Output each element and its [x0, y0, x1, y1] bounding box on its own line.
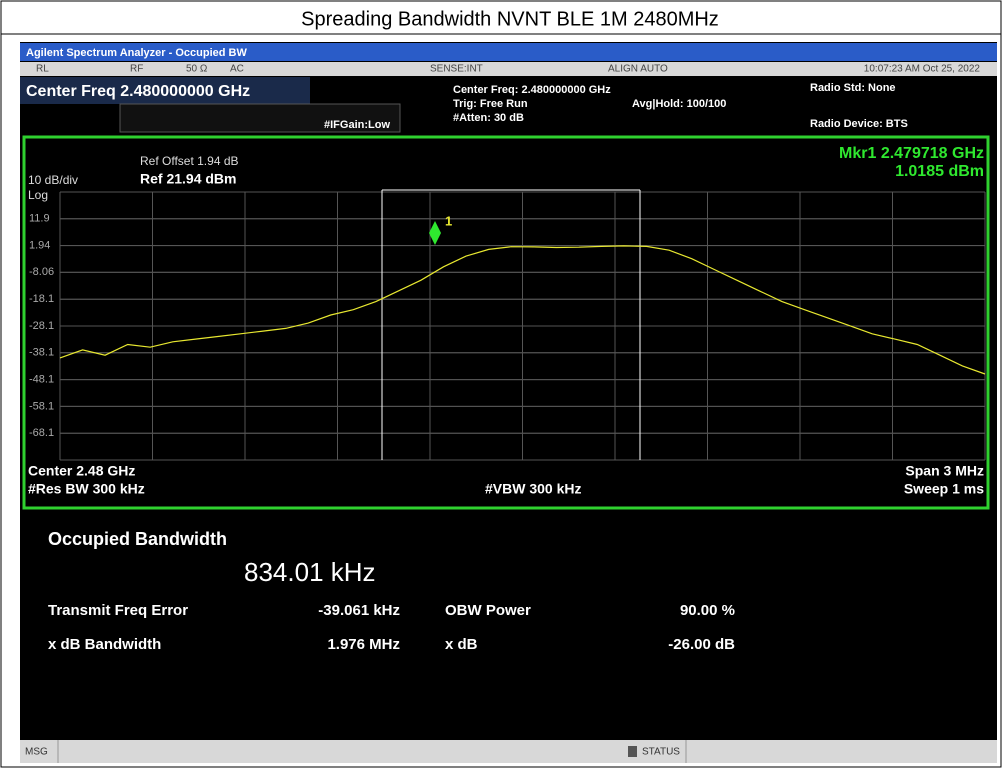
span: Span 3 MHz [905, 463, 984, 479]
coupling: AC [230, 64, 244, 75]
setting-texts: #IFGain:Low Center Freq: 2.480000000 GHz… [324, 82, 908, 131]
y-tick-label: -38.1 [29, 347, 54, 359]
y-tick-label: -8.06 [29, 266, 54, 278]
align: ALIGN AUTO [608, 64, 668, 75]
msg: MSG [25, 747, 48, 758]
rf: RF [130, 64, 143, 75]
y-tick-label: -68.1 [29, 427, 54, 439]
y-tick-label: -48.1 [29, 374, 54, 386]
obwp: 90.00 % [680, 602, 735, 619]
graph-texts: Ref Offset 1.94 dB Ref 21.94 dBm 10 dB/d… [28, 145, 984, 496]
tfe: -39.061 kHz [318, 602, 400, 619]
avg: Avg|Hold: 100/100 [632, 98, 726, 110]
marker-freq: Mkr1 2.479718 GHz [839, 145, 984, 162]
heading: Occupied Bandwidth [48, 529, 227, 549]
obw: 834.01 kHz [244, 557, 376, 587]
window-title-bar [20, 43, 997, 61]
xdb: -26.00 dB [668, 636, 735, 653]
status-texts: RL RF 50 Ω AC SENSE:INT ALIGN AUTO 10:07… [36, 64, 980, 75]
rbw: #Res BW 300 kHz [28, 481, 145, 497]
status-row [20, 62, 997, 76]
ref-level: Ref 21.94 dBm [140, 171, 236, 187]
status: STATUS [642, 747, 680, 758]
ref-offset: Ref Offset 1.94 dB [140, 154, 239, 168]
xdbbw-label: x dB Bandwidth [48, 636, 161, 653]
y-tick-label: -58.1 [29, 400, 54, 412]
graph-panel [22, 135, 990, 510]
impedance: 50 Ω [186, 64, 208, 75]
marker [429, 221, 441, 245]
marker-label: 1 [445, 213, 452, 228]
rl: RL [36, 64, 49, 75]
radio-dev: Radio Device: BTS [810, 118, 908, 130]
trig: Trig: Free Run [453, 98, 528, 110]
window-title: Agilent Spectrum Analyzer - Occupied BW [26, 47, 247, 59]
center-small: Center Freq: 2.480000000 GHz [453, 84, 611, 96]
y-tick-label: -28.1 [29, 320, 54, 332]
log: Log [28, 188, 48, 202]
results: Occupied Bandwidth 834.01 kHz Transmit F… [48, 529, 735, 653]
xdbbw: 1.976 MHz [327, 636, 400, 653]
sense: SENSE:INT [430, 64, 483, 75]
trace [59, 245, 986, 375]
graph: 11.9 1.94 -8.06 -18.1 -28.1 -38.1 -48.1 -58.1 -6… [29, 189, 986, 461]
vbw: #VBW 300 kHz [485, 481, 581, 497]
scale: 10 dB/div [28, 173, 78, 187]
atten: #Atten: 30 dB [453, 112, 524, 124]
center-box [20, 77, 310, 104]
obwp-label: OBW Power [445, 602, 531, 619]
ifgain: #IFGain:Low [324, 119, 390, 131]
y-tick-label: 11.9 [29, 213, 50, 225]
xdb-label: x dB [445, 636, 478, 653]
radio-std: Radio Std: None [810, 82, 896, 94]
sweep: Sweep 1 ms [904, 481, 984, 497]
y-tick-label: -18.1 [29, 293, 54, 305]
ifgain-box [119, 103, 401, 133]
center-freq: Center Freq 2.480000000 GHz [26, 83, 250, 100]
status-icon [628, 746, 637, 757]
status-bar [20, 740, 997, 763]
time: 10:07:23 AM Oct 25, 2022 [864, 64, 981, 75]
title: Spreading Bandwidth NVNT BLE 1M 2480MHz [301, 8, 719, 30]
tfe-label: Transmit Freq Error [48, 602, 188, 619]
center: Center 2.48 GHz [28, 463, 135, 479]
y-tick-label: 1.94 [29, 239, 50, 251]
marker-level: 1.0185 dBm [895, 163, 984, 180]
